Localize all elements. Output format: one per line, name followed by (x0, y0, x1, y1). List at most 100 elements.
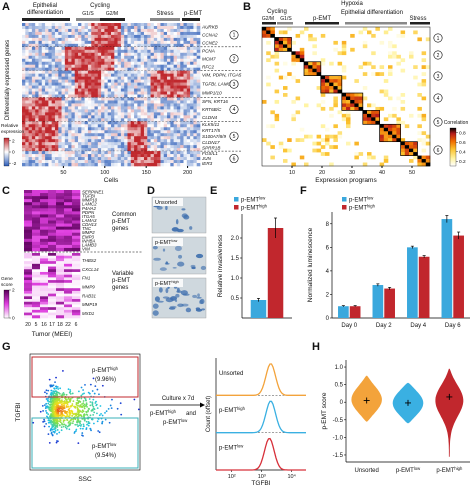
gene-label: SPRR1B (202, 146, 220, 151)
heatmap-cell (173, 115, 178, 119)
correlation-cell (388, 40, 393, 45)
gene-label: SERPINE1 (82, 190, 104, 195)
heatmap-cell (28, 163, 33, 167)
correlation-cell (346, 141, 351, 146)
correlation-cell (262, 99, 267, 104)
label-text: p-EMT (349, 206, 367, 212)
heatmap-cell (153, 25, 158, 30)
heatmap-cell (48, 49, 52, 54)
heatmap-cell (104, 148, 109, 152)
heatmap-cell (72, 307, 81, 311)
correlation-cell (425, 37, 431, 42)
heatmap-cell (91, 112, 95, 116)
heatmap-cell (51, 121, 56, 125)
heatmap-cell (124, 148, 128, 152)
event-dot (64, 415, 67, 418)
heatmap-cell (35, 23, 39, 27)
heatmap-cell (173, 97, 178, 101)
heatmap-cell (196, 25, 201, 30)
event-dot (52, 413, 55, 416)
heatmap-cell (68, 142, 72, 146)
heatmap-cell (91, 28, 95, 33)
heatmap-cell (61, 148, 66, 152)
heatmap-cell (81, 157, 85, 161)
heatmap-cell (38, 112, 43, 116)
heatmap-cell (84, 157, 89, 161)
heatmap-cell (87, 49, 92, 54)
heatmap-cell (143, 40, 148, 45)
heatmap-cell (97, 61, 102, 66)
heatmap-cell (91, 142, 95, 146)
cell-stain (152, 245, 158, 250)
heatmap-cell (54, 76, 59, 80)
heatmap-cell (193, 145, 198, 149)
heatmap-cell (163, 58, 168, 63)
correlation-cell (388, 44, 393, 49)
heatmap-cell (176, 55, 181, 60)
heatmap-cell (104, 49, 109, 54)
heatmap-cell (28, 61, 33, 66)
heatmap-cell (72, 235, 81, 240)
heatmap-cell (94, 148, 99, 152)
heatmap-cell (170, 46, 174, 51)
heatmap-cell (94, 133, 99, 137)
heatmap-cell (74, 79, 79, 83)
heatmap-cell (104, 37, 109, 42)
correlation-cell (421, 159, 427, 163)
heatmap-cell (150, 28, 155, 33)
series-label: Unsorted (219, 371, 243, 377)
event-dot (42, 420, 45, 423)
correlation-cell (371, 110, 376, 115)
correlation-cell (409, 51, 414, 56)
heatmap-cell (64, 190, 73, 194)
heatmap-cell (157, 121, 161, 125)
heatmap-cell (147, 142, 151, 146)
heatmap-cell (114, 163, 118, 167)
heatmap-cell (72, 217, 81, 221)
heatmap-cell (196, 127, 201, 131)
heatmap-cell (107, 91, 112, 95)
heatmap-cell (170, 55, 174, 60)
heatmap-cell (64, 79, 69, 83)
heatmap-cell (176, 160, 181, 164)
heatmap-cell (157, 23, 161, 27)
correlation-cell (283, 30, 288, 35)
heatmap-cell (48, 64, 52, 68)
correlation-cell (425, 155, 431, 160)
gene-label: CXCL14 (82, 267, 99, 272)
heatmap-cell (84, 133, 89, 137)
axis-title: SSC (78, 476, 92, 483)
heatmap-cell (71, 133, 76, 137)
heatmap-cell (78, 73, 82, 77)
cell-stain (195, 253, 204, 259)
heatmap-cell (130, 23, 135, 27)
correlation-cell (367, 61, 372, 66)
cell-stain (172, 266, 177, 269)
heatmap-cell (143, 49, 148, 54)
correlation-cell (371, 117, 376, 122)
heatmap-cell (143, 25, 148, 30)
heatmap-cell (130, 34, 135, 39)
heatmap-cell (173, 67, 178, 71)
heatmap-cell (56, 280, 65, 284)
heatmap-cell (54, 88, 59, 92)
heatmap-cell (117, 34, 122, 39)
heatmap-cell (173, 64, 178, 68)
event-dot (68, 420, 71, 423)
heatmap-cell (68, 31, 72, 36)
heatmap-cell (61, 151, 66, 155)
heatmap-cell (48, 130, 52, 134)
heatmap-cell (64, 34, 69, 39)
x-tick-label: Unsorted (354, 468, 378, 474)
heatmap-cell (196, 34, 201, 39)
correlation-cell (409, 159, 414, 163)
heatmap-cell (64, 226, 73, 230)
heatmap-cell (32, 226, 41, 230)
colorbar-tick-label: 0.4 (459, 149, 466, 155)
heatmap-cell (48, 190, 57, 194)
heatmap-cell (120, 70, 125, 74)
correlation-cell (274, 68, 280, 73)
heatmap-cell (186, 118, 191, 122)
heatmap-cell (134, 82, 138, 86)
heatmap-cell (183, 64, 188, 68)
